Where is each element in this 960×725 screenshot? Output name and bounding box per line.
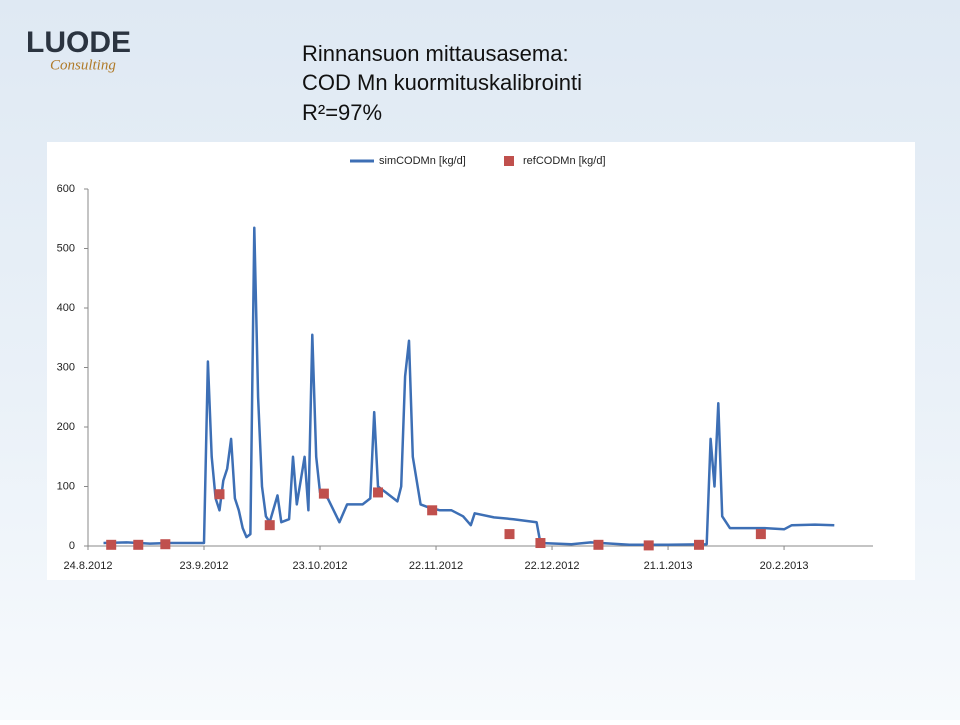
y-tick-label: 500	[57, 242, 75, 254]
x-tick-label: 24.8.2012	[64, 560, 113, 572]
data-marker	[160, 539, 171, 550]
data-marker	[133, 539, 144, 550]
y-tick-label: 300	[57, 361, 75, 373]
x-tick-label: 21.1.2013	[644, 560, 693, 572]
data-marker	[504, 529, 515, 540]
data-marker	[643, 540, 654, 551]
data-marker	[755, 529, 766, 540]
x-tick-label: 22.12.2012	[525, 560, 580, 572]
logo-tagline: Consulting	[50, 57, 116, 73]
data-marker	[593, 539, 604, 550]
legend-label: simCODMn [kg/d]	[379, 155, 466, 167]
x-tick-label: 23.9.2012	[180, 560, 229, 572]
chart-panel	[47, 142, 915, 580]
y-tick-label: 200	[57, 421, 75, 433]
data-marker	[106, 539, 117, 550]
data-marker	[693, 539, 704, 550]
x-tick-label: 20.2.2013	[760, 560, 809, 572]
x-tick-label: 22.11.2012	[409, 560, 463, 572]
logo-name: LUODE	[26, 26, 131, 59]
y-tick-label: 0	[69, 540, 75, 552]
legend-swatch	[504, 156, 514, 166]
data-marker	[264, 520, 275, 531]
chart-title: COD Mn kuormituskalibrointi	[302, 70, 582, 95]
y-tick-label: 600	[57, 183, 75, 195]
data-marker	[535, 538, 546, 549]
data-line	[103, 226, 835, 547]
data-marker	[318, 488, 329, 499]
chart-subtitle: R²=97%	[302, 100, 382, 125]
data-marker	[214, 489, 225, 500]
data-marker	[373, 487, 384, 498]
legend-label: refCODMn [kg/d]	[523, 155, 606, 167]
y-tick-label: 400	[57, 302, 75, 314]
x-tick-label: 23.10.2012	[292, 560, 347, 572]
y-tick-label: 100	[57, 480, 75, 492]
data-marker	[427, 505, 438, 516]
chart-title: Rinnansuon mittausasema:	[302, 41, 569, 66]
